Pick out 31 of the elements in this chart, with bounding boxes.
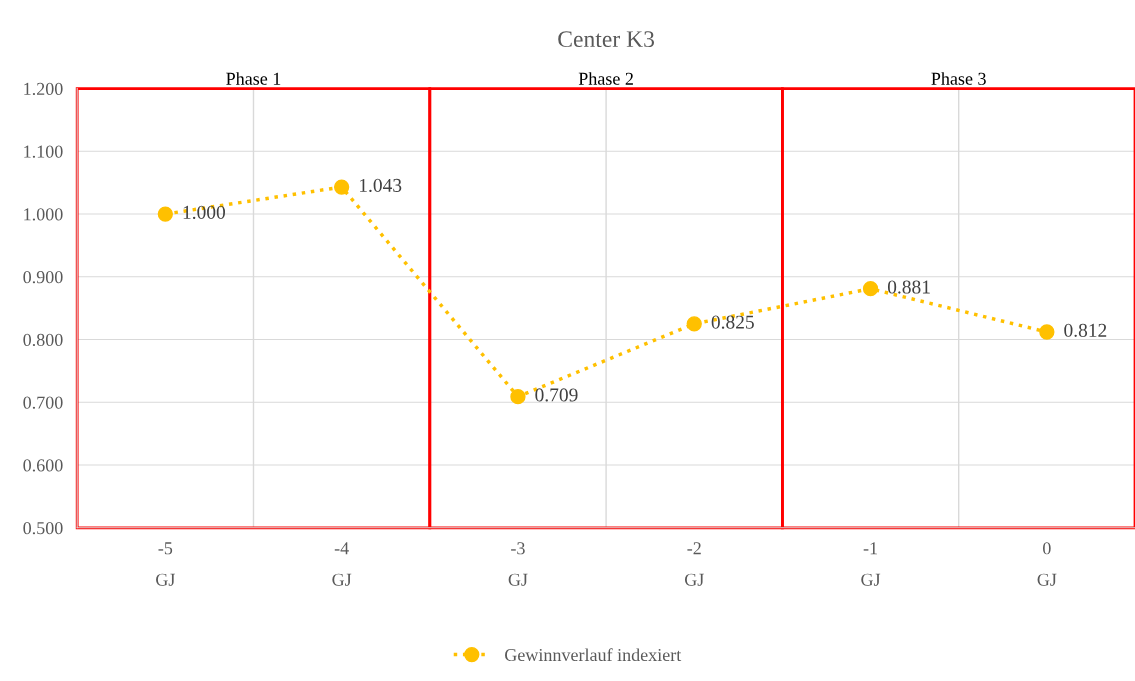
x-tick-label: -3 GJ [508, 542, 528, 586]
data-label: 1.043 [360, 178, 402, 192]
x-tick-label: -2 GJ [684, 542, 704, 586]
x-tick-label: 0 GJ [1037, 542, 1057, 586]
y-tick-label: 0.700 [23, 396, 63, 409]
chart-title: Center K3 [558, 31, 655, 48]
y-tick-label: 0.600 [23, 459, 63, 472]
data-label: 0.881 [887, 280, 930, 294]
data-label: 1.000 [183, 205, 226, 219]
text: Phase 3 [931, 72, 986, 85]
point [862, 281, 879, 297]
y-tick-label: 0.900 [23, 271, 63, 284]
y-tick-label: 0.500 [23, 522, 63, 535]
data-label: 0.825 [711, 315, 754, 329]
y-tick-label: 1.200 [24, 82, 63, 96]
point [333, 179, 350, 195]
y-tick-label: 1.000 [24, 208, 63, 221]
data-label: 0.812 [1064, 323, 1107, 337]
y-tick-label: 0.800 [23, 333, 63, 347]
point [157, 206, 173, 222]
x-tick-label: -5 GJ [156, 542, 175, 586]
legend-label: Gewinnverlauf indexiert [505, 648, 682, 662]
x-tick-label: -4 GJ [332, 542, 352, 586]
y-tick-label: 1.100 [24, 145, 63, 158]
point [1039, 324, 1055, 340]
data-label: 0.709 [535, 388, 578, 402]
point [686, 316, 702, 332]
text: Phase 2 [578, 72, 633, 85]
x-tick-label: -1 GJ [861, 542, 881, 586]
text: Phase 1 [226, 72, 281, 85]
point [510, 388, 526, 405]
